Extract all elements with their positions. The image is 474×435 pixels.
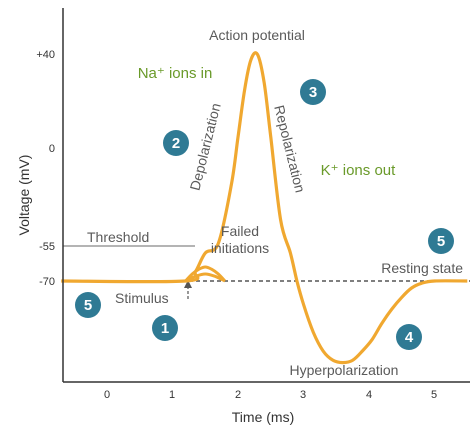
threshold-label: Threshold	[87, 229, 149, 245]
resting-state-label: Resting state	[381, 260, 463, 276]
failed-initiations-label-line2: initiations	[211, 240, 269, 256]
y-tick-label: -70	[39, 276, 55, 288]
x-tick-label: 5	[431, 389, 437, 401]
x-tick-label: 3	[300, 389, 306, 401]
svg-text:3: 3	[309, 84, 317, 101]
stage-badge: 4	[396, 324, 422, 350]
stage-badge: 1	[152, 315, 178, 341]
svg-text:5: 5	[84, 297, 92, 314]
failed-initiations-label-line1: Failed	[221, 223, 259, 239]
action-potential-curve	[61, 51, 468, 365]
stimulus-label: Stimulus	[115, 290, 169, 306]
stage-badge: 2	[163, 130, 189, 156]
y-tick-label: -55	[39, 241, 55, 253]
svg-text:2: 2	[172, 135, 180, 152]
stage-badges: 1 2 3 4 5 5	[75, 79, 454, 350]
y-tick-label: +40	[36, 49, 55, 61]
svg-text:1: 1	[161, 320, 169, 337]
failed-initiation-curve-2	[184, 272, 226, 283]
y-tick-labels: +40 0 -55 -70	[36, 49, 55, 288]
svg-text:5: 5	[437, 233, 445, 250]
y-axis-title: Voltage (mV)	[16, 155, 32, 236]
action-potential-label: Action potential	[209, 27, 305, 43]
stimulus-arrowhead	[184, 280, 192, 288]
y-tick-label: 0	[49, 143, 55, 155]
stage-badge: 3	[300, 79, 326, 105]
x-tick-label: 2	[235, 389, 241, 401]
series-group	[61, 51, 468, 365]
hyperpolarization-label: Hyperpolarization	[290, 362, 399, 378]
x-tick-label: 4	[366, 389, 372, 401]
plot-lines	[63, 245, 470, 299]
axes	[62, 8, 470, 383]
x-tick-label: 0	[104, 389, 110, 401]
failed-initiation-curve-1	[184, 265, 227, 283]
x-tick-labels: 0 1 2 3 4 5	[104, 389, 437, 401]
na-ions-in-label: Na⁺ ions in	[138, 65, 213, 82]
k-ions-out-label: K⁺ ions out	[321, 162, 396, 179]
x-tick-label: 1	[169, 389, 175, 401]
x-axis-title: Time (ms)	[232, 409, 294, 425]
stage-badge: 5	[75, 292, 101, 318]
depolarization-label: Depolarization	[187, 101, 224, 192]
stage-badge: 5	[428, 228, 454, 254]
svg-text:4: 4	[405, 329, 414, 346]
